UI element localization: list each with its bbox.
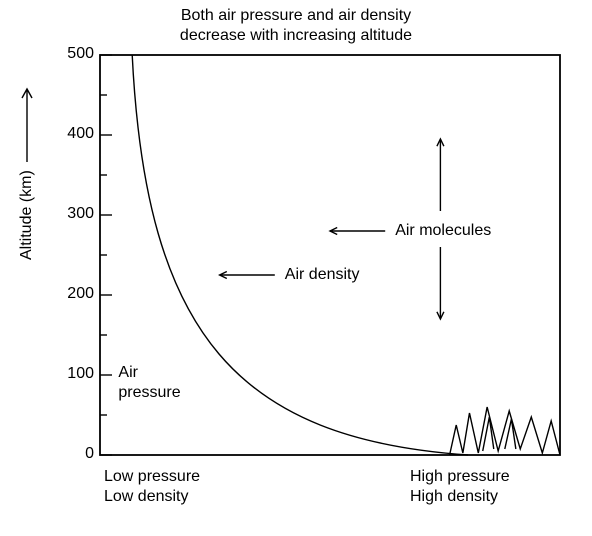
air-density-curve [132, 55, 468, 455]
label-air-density: Air density [285, 265, 360, 285]
y-tick-label: 500 [67, 45, 94, 63]
label-high-pressure-density: High pressure High density [410, 467, 510, 507]
y-tick-label: 300 [67, 205, 94, 223]
label-air-molecules: Air molecules [395, 221, 491, 241]
y-tick-label: 400 [67, 125, 94, 143]
diagram-root: Both air pressure and air density decrea… [0, 0, 592, 536]
y-tick-label: 0 [85, 445, 94, 463]
label-low-pressure-density: Low pressure Low density [104, 467, 200, 507]
y-tick-label: 100 [67, 365, 94, 383]
label-air-pressure: Air pressure [118, 363, 180, 403]
y-tick-label: 200 [67, 285, 94, 303]
